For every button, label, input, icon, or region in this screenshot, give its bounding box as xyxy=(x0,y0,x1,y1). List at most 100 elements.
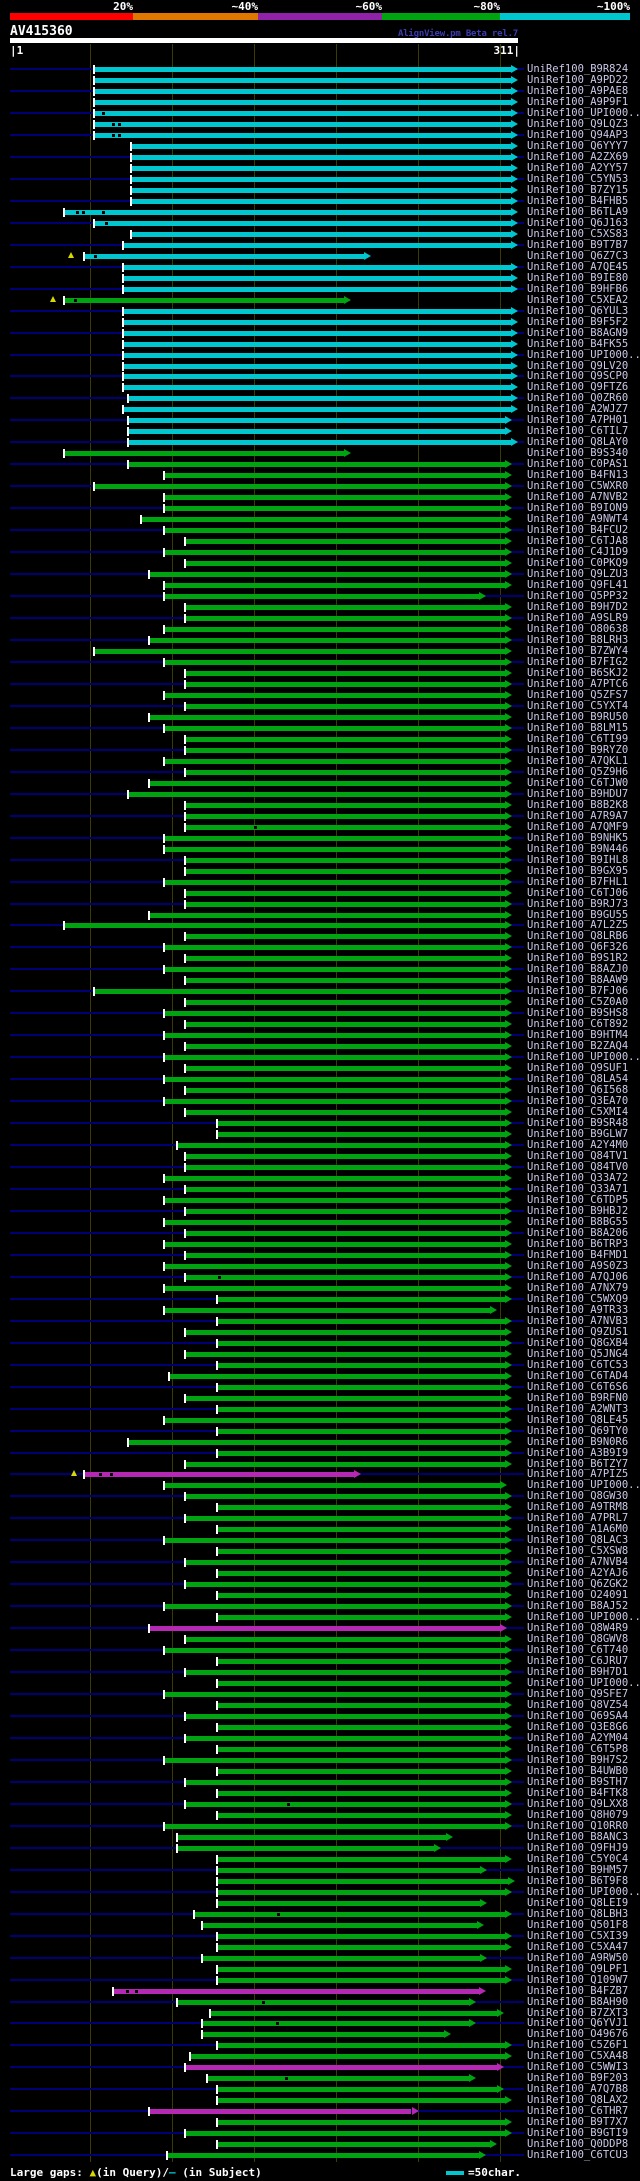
hit-label[interactable]: UniRef100_B9NHK5 xyxy=(527,831,629,844)
alignment-bar[interactable] xyxy=(164,495,505,501)
hit-label[interactable]: UniRef100_Q8LAY0 xyxy=(527,436,629,449)
hit-label[interactable]: UniRef100_Q8W4R9 xyxy=(527,1622,629,1635)
hit-label[interactable]: UniRef100_B9IHL8 xyxy=(527,853,629,866)
alignment-bar[interactable] xyxy=(185,736,505,742)
hit-label[interactable]: UniRef100_Q8GW30 xyxy=(527,1490,629,1503)
hit-label[interactable]: UniRef100_C5Z0A0 xyxy=(527,996,629,1009)
hit-label[interactable]: UniRef100_C5Z6F1 xyxy=(527,2039,629,2052)
alignment-bar[interactable] xyxy=(216,1384,505,1390)
hit-label[interactable]: UniRef100_C6TIL7 xyxy=(527,425,629,438)
alignment-bar[interactable] xyxy=(185,1187,505,1192)
hit-label[interactable]: UniRef100_C5XEA2 xyxy=(527,293,629,306)
alignment-bar[interactable] xyxy=(185,1779,505,1785)
hit-label[interactable]: UniRef100_C6TDP5 xyxy=(527,1193,629,1206)
alignment-bar[interactable] xyxy=(164,1055,505,1061)
hit-label[interactable]: UniRef100_A7PRL7 xyxy=(527,1512,629,1525)
alignment-bar[interactable] xyxy=(185,1395,505,1401)
alignment-bar[interactable] xyxy=(185,2131,505,2137)
hit-label[interactable]: UniRef100_UPI000.. xyxy=(527,1677,640,1690)
alignment-bar[interactable] xyxy=(185,802,505,808)
hit-label[interactable]: UniRef100_UPI000.. xyxy=(527,348,640,361)
hit-label[interactable]: UniRef100_B8AJ52 xyxy=(527,1600,629,1613)
alignment-bar[interactable] xyxy=(216,1900,481,1906)
alignment-bar[interactable] xyxy=(93,67,512,72)
alignment-bar[interactable] xyxy=(128,396,512,402)
hit-label[interactable]: UniRef100_C6T5P8 xyxy=(527,1742,629,1755)
alignment-bar[interactable] xyxy=(185,1329,505,1335)
hit-label[interactable]: UniRef100_Q6J163 xyxy=(527,216,629,229)
hit-label[interactable]: UniRef100_C6TCU3 xyxy=(527,2149,629,2162)
hit-label[interactable]: UniRef100_A2YY57 xyxy=(527,161,629,174)
alignment-bar[interactable] xyxy=(164,1417,505,1423)
alignment-bar[interactable] xyxy=(216,2087,497,2093)
alignment-bar[interactable] xyxy=(216,1867,481,1873)
alignment-bar[interactable] xyxy=(149,714,505,720)
alignment-bar[interactable] xyxy=(216,1681,505,1687)
hit-label[interactable]: UniRef100_A9P9F1 xyxy=(527,95,629,108)
alignment-bar[interactable] xyxy=(216,1977,505,1983)
alignment-bar[interactable] xyxy=(216,1296,505,1302)
alignment-bar[interactable] xyxy=(164,528,505,534)
alignment-bar[interactable] xyxy=(128,1439,505,1445)
hit-label[interactable]: UniRef100_B4FCU2 xyxy=(527,524,629,537)
hit-label[interactable]: UniRef100_A3B9I9 xyxy=(527,1446,629,1459)
alignment-bar[interactable] xyxy=(216,1812,505,1818)
hit-label[interactable]: UniRef100_Q3E8G6 xyxy=(527,1721,629,1733)
alignment-bar[interactable] xyxy=(209,2010,497,2016)
hit-label[interactable]: UniRef100_B7FIG2 xyxy=(527,655,629,668)
hit-label[interactable]: UniRef100_Q8GWV8 xyxy=(527,1633,629,1646)
alignment-bar[interactable] xyxy=(185,1351,505,1357)
hit-label[interactable]: UniRef100_Q6YVJ1 xyxy=(527,2017,629,2030)
hit-label[interactable]: UniRef100_Q501F8 xyxy=(527,1918,629,1931)
hit-label[interactable]: UniRef100_C5XMI4 xyxy=(527,1106,629,1119)
alignment-bar[interactable] xyxy=(131,187,512,193)
alignment-bar[interactable] xyxy=(185,703,505,709)
alignment-bar[interactable] xyxy=(164,1197,505,1203)
hit-label[interactable]: UniRef100_Q5Z9H6 xyxy=(527,765,629,778)
hit-label[interactable]: UniRef100_A7QJ06 xyxy=(527,1270,629,1283)
hit-label[interactable]: UniRef100_B2ZAQ4 xyxy=(527,1040,629,1053)
alignment-bar[interactable] xyxy=(185,956,505,962)
alignment-bar[interactable] xyxy=(128,418,505,424)
alignment-bar[interactable] xyxy=(185,1801,505,1807)
hit-label[interactable]: UniRef100_B9RU50 xyxy=(527,710,629,723)
alignment-bar[interactable] xyxy=(216,1340,505,1346)
hit-label[interactable]: UniRef100_Q84TV1 xyxy=(527,1150,629,1162)
hit-label[interactable]: UniRef100_A2ZX69 xyxy=(527,150,629,163)
alignment-bar[interactable] xyxy=(185,681,505,687)
hit-label[interactable]: UniRef100_B4FZB7 xyxy=(527,1984,629,1997)
hit-label[interactable]: UniRef100_C6TI99 xyxy=(527,732,629,745)
alignment-bar[interactable] xyxy=(123,352,512,358)
alignment-bar[interactable] xyxy=(185,1560,505,1566)
hit-label[interactable]: UniRef100_C6THR7 xyxy=(527,2105,629,2118)
alignment-bar[interactable] xyxy=(185,616,505,621)
alignment-bar[interactable] xyxy=(185,813,505,819)
hit-label[interactable]: UniRef100_Q0ZR60 xyxy=(527,392,629,405)
alignment-bar[interactable] xyxy=(185,1044,505,1050)
hit-label[interactable]: UniRef100_C5Y0C4 xyxy=(527,1852,629,1865)
alignment-bar[interactable] xyxy=(216,1121,505,1127)
hit-label[interactable]: UniRef100_Q8LEI9 xyxy=(527,1896,629,1909)
alignment-bar[interactable] xyxy=(164,1483,500,1489)
hit-label[interactable]: UniRef100_Q6I568 xyxy=(527,1084,629,1097)
hit-label[interactable]: UniRef100_Q9LXX8 xyxy=(527,1797,629,1810)
alignment-bar[interactable] xyxy=(185,1714,505,1719)
hit-label[interactable]: UniRef100_Q5PP32 xyxy=(527,590,629,602)
alignment-bar[interactable] xyxy=(131,154,512,160)
hit-label[interactable]: UniRef100_B6TZY7 xyxy=(527,1457,629,1470)
alignment-bar[interactable] xyxy=(185,747,505,753)
hit-label[interactable]: UniRef100_C6T740 xyxy=(527,1644,629,1657)
hit-label[interactable]: UniRef100_A2Y4M0 xyxy=(527,1139,629,1151)
hit-label[interactable]: UniRef100_Q9LZU3 xyxy=(527,568,629,581)
alignment-bar[interactable] xyxy=(185,890,505,896)
hit-label[interactable]: UniRef100_Q9LV20 xyxy=(527,359,629,372)
alignment-bar[interactable] xyxy=(164,1219,505,1225)
alignment-bar[interactable] xyxy=(164,1538,505,1544)
alignment-bar[interactable] xyxy=(206,2076,469,2082)
hit-label[interactable]: UniRef100_C5XS83 xyxy=(527,227,629,240)
alignment-bar[interactable] xyxy=(216,1615,505,1621)
hit-label[interactable]: UniRef100_Q8LBH3 xyxy=(527,1907,629,1920)
hit-label[interactable]: UniRef100_B6TRP3 xyxy=(527,1237,629,1250)
alignment-bar[interactable] xyxy=(149,572,505,578)
alignment-bar[interactable] xyxy=(216,1725,505,1730)
